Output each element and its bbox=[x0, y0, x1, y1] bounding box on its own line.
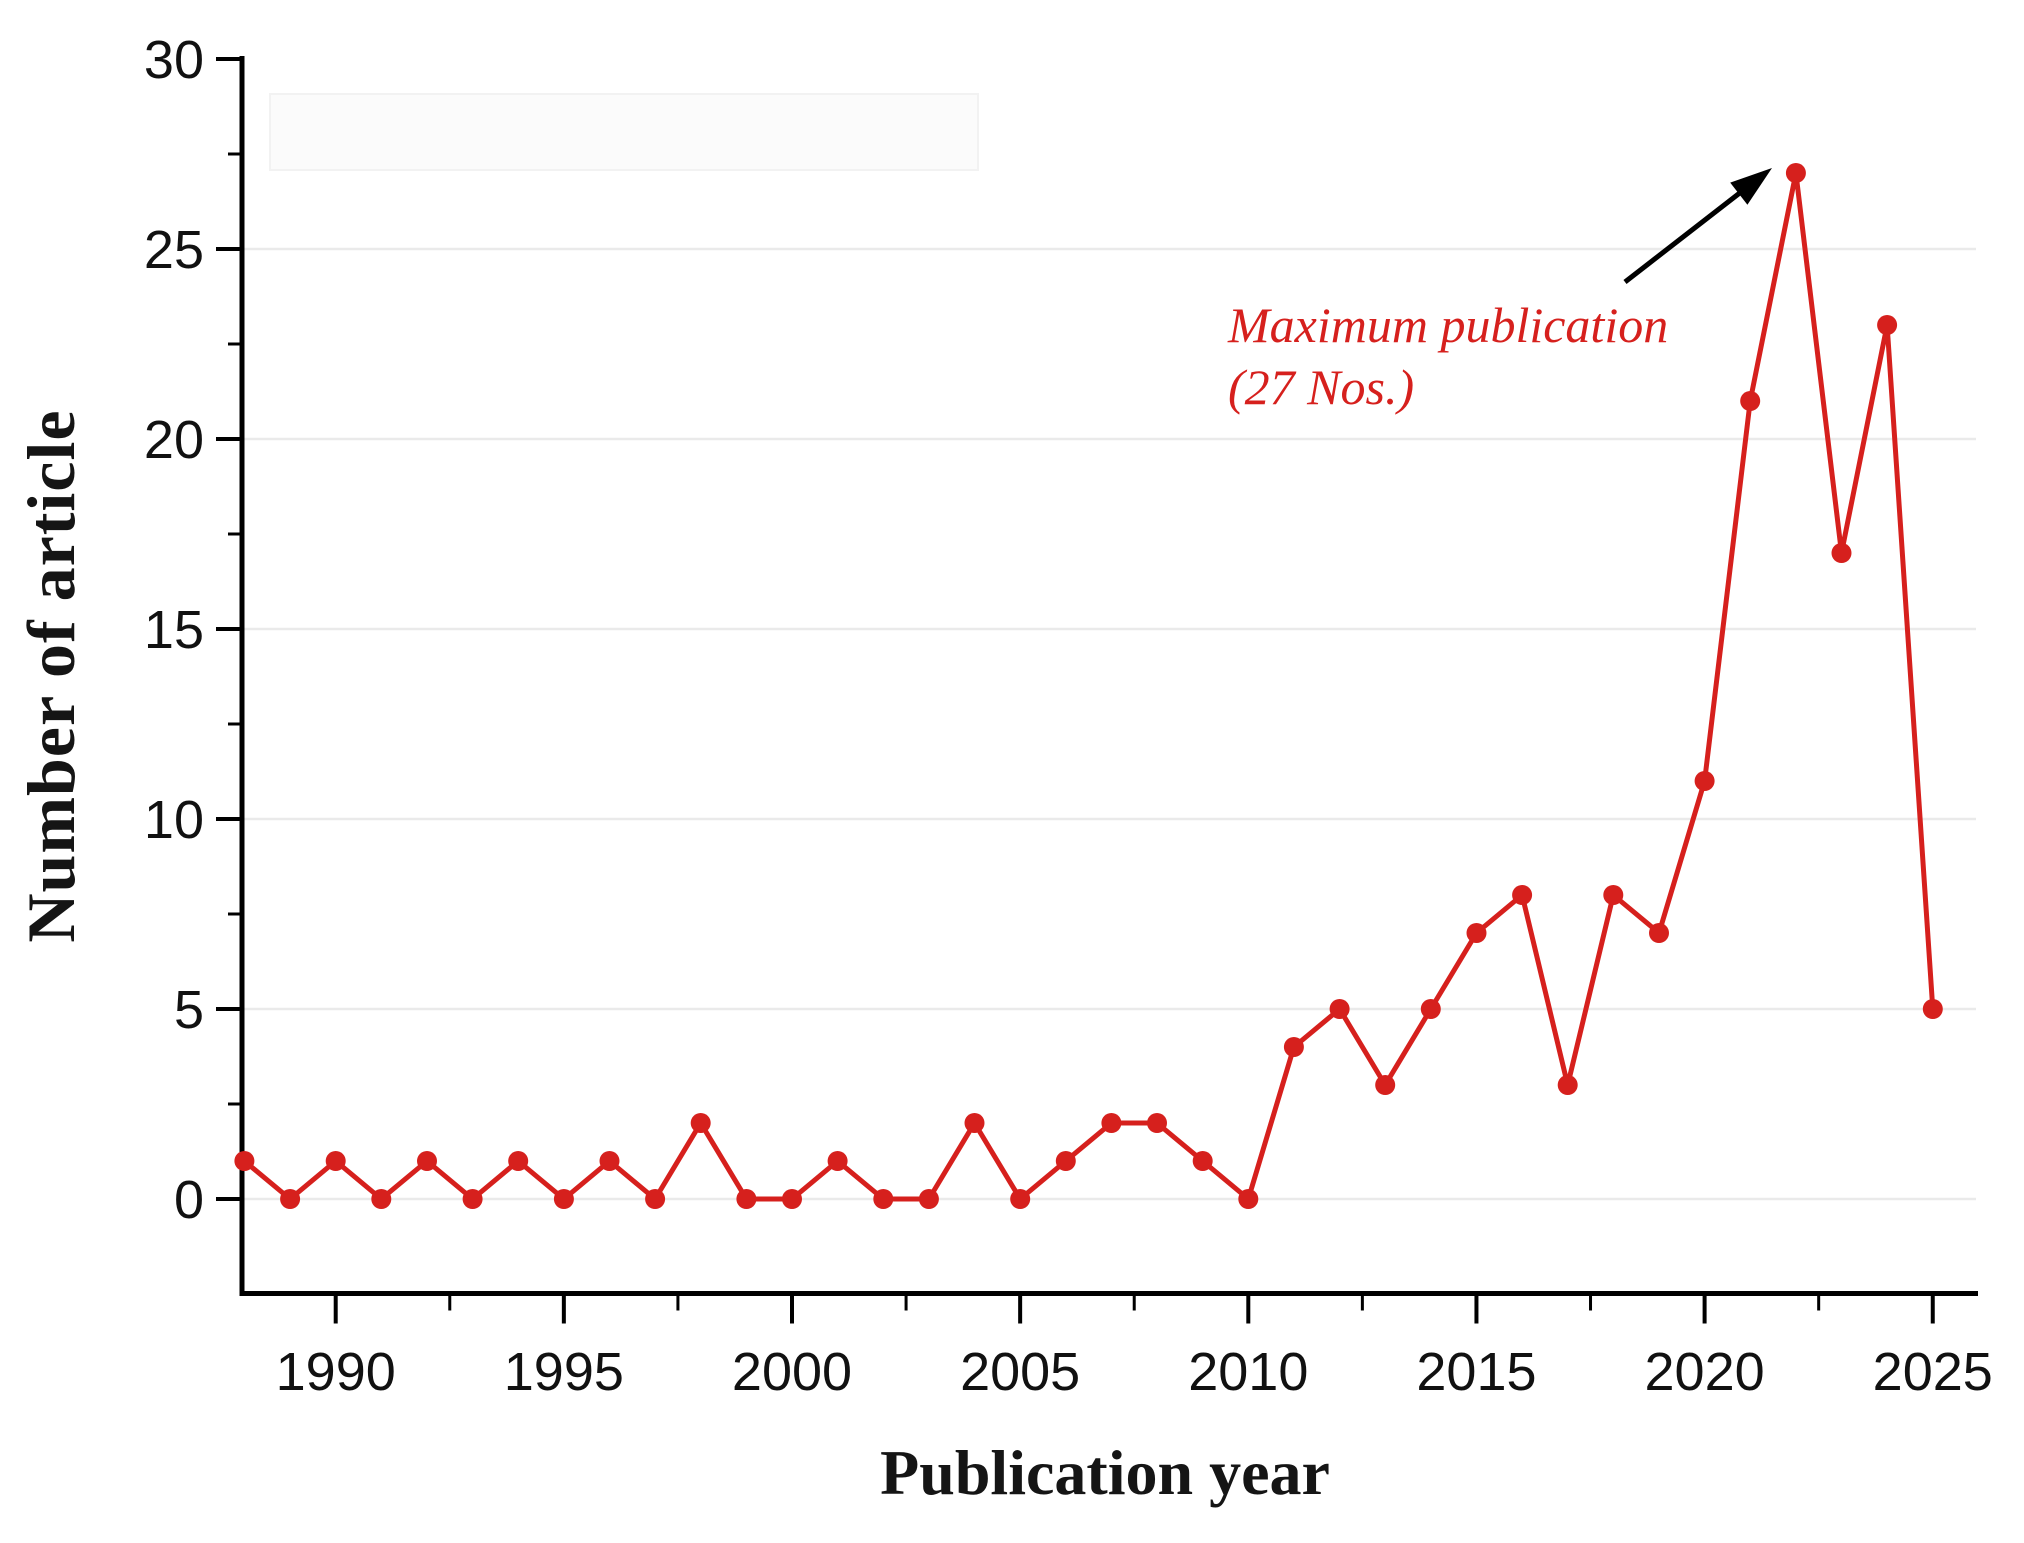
tick-layer bbox=[216, 57, 1935, 1324]
data-point-2017 bbox=[1557, 1075, 1578, 1095]
annotation-arrow-head bbox=[1730, 168, 1772, 205]
data-point-2010 bbox=[1238, 1189, 1259, 1209]
x-tick-label-2010: 2010 bbox=[1188, 1342, 1308, 1402]
x-tick-label-2025: 2025 bbox=[1873, 1342, 1993, 1402]
data-point-2023 bbox=[1831, 543, 1852, 563]
data-point-1990 bbox=[325, 1151, 346, 1171]
data-point-2000 bbox=[782, 1189, 802, 1209]
plot-background-layer bbox=[269, 93, 979, 171]
data-point-1994 bbox=[508, 1151, 529, 1171]
x-tick-label-2005: 2005 bbox=[960, 1342, 1080, 1402]
annotation-line-2: (27 Nos.) bbox=[1228, 359, 1415, 415]
faint-background-box bbox=[269, 93, 979, 171]
data-point-2004 bbox=[964, 1113, 985, 1133]
data-point-1997 bbox=[645, 1189, 666, 1209]
data-point-1991 bbox=[371, 1189, 392, 1209]
x-tick-label-2015: 2015 bbox=[1416, 1342, 1536, 1402]
data-point-2001 bbox=[827, 1151, 848, 1171]
data-point-1993 bbox=[462, 1189, 483, 1209]
data-point-2013 bbox=[1375, 1075, 1396, 1095]
data-point-2008 bbox=[1147, 1113, 1167, 1133]
data-point-2011 bbox=[1283, 1037, 1304, 1057]
annotation-arrow-shaft bbox=[1623, 190, 1743, 284]
y-tick-label-20: 20 bbox=[144, 410, 204, 470]
data-point-2005 bbox=[1010, 1189, 1031, 1209]
data-point-2020 bbox=[1694, 771, 1715, 791]
x-tick-label-2020: 2020 bbox=[1645, 1342, 1765, 1402]
gridline-layer bbox=[244, 247, 1976, 1201]
data-point-2021 bbox=[1740, 391, 1761, 411]
data-point-1999 bbox=[736, 1189, 757, 1209]
data-point-1996 bbox=[599, 1151, 620, 1171]
data-point-1992 bbox=[417, 1151, 437, 1171]
y-tick-label-30: 30 bbox=[144, 30, 204, 90]
axis-layer bbox=[239, 56, 1978, 1296]
data-point-2015 bbox=[1466, 923, 1487, 943]
data-point-2024 bbox=[1877, 315, 1898, 335]
annotation-line-1: Maximum publication bbox=[1228, 297, 1669, 353]
annotation-arrow-layer bbox=[1623, 168, 1772, 284]
x-axis-title: Publication year bbox=[880, 1437, 1330, 1508]
x-tick-label-1990: 1990 bbox=[276, 1342, 396, 1402]
data-point-2025 bbox=[1922, 999, 1943, 1019]
data-point-1989 bbox=[280, 1189, 301, 1209]
data-point-1988 bbox=[234, 1151, 255, 1171]
y-tick-label-15: 15 bbox=[144, 600, 204, 660]
y-tick-label-0: 0 bbox=[174, 1170, 204, 1230]
data-point-2018 bbox=[1603, 885, 1624, 905]
data-point-2022 bbox=[1785, 163, 1806, 183]
y-tick-label-5: 5 bbox=[174, 980, 204, 1040]
y-tick-label-10: 10 bbox=[144, 790, 204, 850]
x-tick-label-1995: 1995 bbox=[504, 1342, 624, 1402]
data-point-2019 bbox=[1649, 923, 1669, 943]
data-point-1995 bbox=[553, 1189, 574, 1209]
data-point-2012 bbox=[1329, 999, 1350, 1019]
publications-line-series bbox=[242, 170, 1936, 1202]
y-tick-label-25: 25 bbox=[144, 220, 204, 280]
data-series-layer bbox=[234, 163, 1943, 1209]
data-point-2007 bbox=[1101, 1113, 1122, 1133]
data-point-2006 bbox=[1055, 1151, 1076, 1171]
data-point-2002 bbox=[873, 1189, 894, 1209]
x-tick-label-2000: 2000 bbox=[732, 1342, 852, 1402]
data-point-2003 bbox=[918, 1189, 939, 1209]
y-axis-title: Number of article bbox=[13, 409, 89, 943]
data-point-2014 bbox=[1420, 999, 1441, 1019]
data-point-2016 bbox=[1512, 885, 1533, 905]
max-publication-annotation: Maximum publication (27 Nos.) bbox=[1228, 294, 1668, 418]
data-point-1998 bbox=[690, 1113, 711, 1133]
data-point-2009 bbox=[1192, 1151, 1213, 1171]
